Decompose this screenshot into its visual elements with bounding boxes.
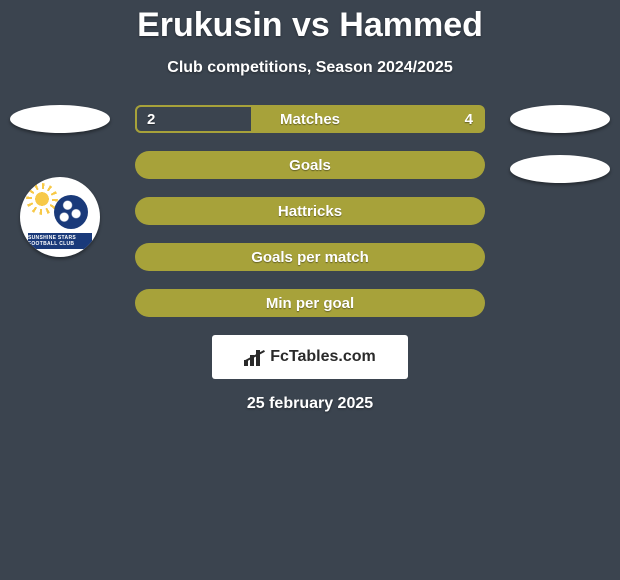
football-icon <box>54 195 88 229</box>
page-subtitle: Club competitions, Season 2024/2025 <box>0 59 620 77</box>
stat-row-matches: 2 Matches 4 <box>135 105 485 133</box>
sun-icon <box>30 187 54 211</box>
stat-row: Hattricks <box>135 197 485 225</box>
stat-label: Hattricks <box>135 197 485 225</box>
club-logo-banner: SUNSHINE STARS FOOTBALL CLUB <box>28 233 92 249</box>
player-left-badge <box>10 105 110 133</box>
attribution-badge: FcTables.com <box>212 335 408 379</box>
bar-chart-icon <box>244 348 266 366</box>
stat-right-value: 4 <box>465 105 473 133</box>
stats-bars: 2 Matches 4 Goals Hattricks Goals per ma… <box>135 105 485 317</box>
stat-label: Goals <box>135 151 485 179</box>
stat-row: Goals <box>135 151 485 179</box>
attribution-text: FcTables.com <box>270 348 376 366</box>
stat-label: Matches <box>135 105 485 133</box>
player-right-badge-2 <box>510 155 610 183</box>
club-logo-graphic: SUNSHINE STARS FOOTBALL CLUB <box>28 185 92 249</box>
date-label: 25 february 2025 <box>0 395 620 413</box>
stat-row: Min per goal <box>135 289 485 317</box>
stat-label: Min per goal <box>135 289 485 317</box>
club-logo: SUNSHINE STARS FOOTBALL CLUB <box>20 177 100 257</box>
page-title: Erukusin vs Hammed <box>0 0 620 45</box>
comparison-panel: SUNSHINE STARS FOOTBALL CLUB 2 Matches 4… <box>0 105 620 413</box>
player-right-badge <box>510 105 610 133</box>
stat-row: Goals per match <box>135 243 485 271</box>
stat-label: Goals per match <box>135 243 485 271</box>
